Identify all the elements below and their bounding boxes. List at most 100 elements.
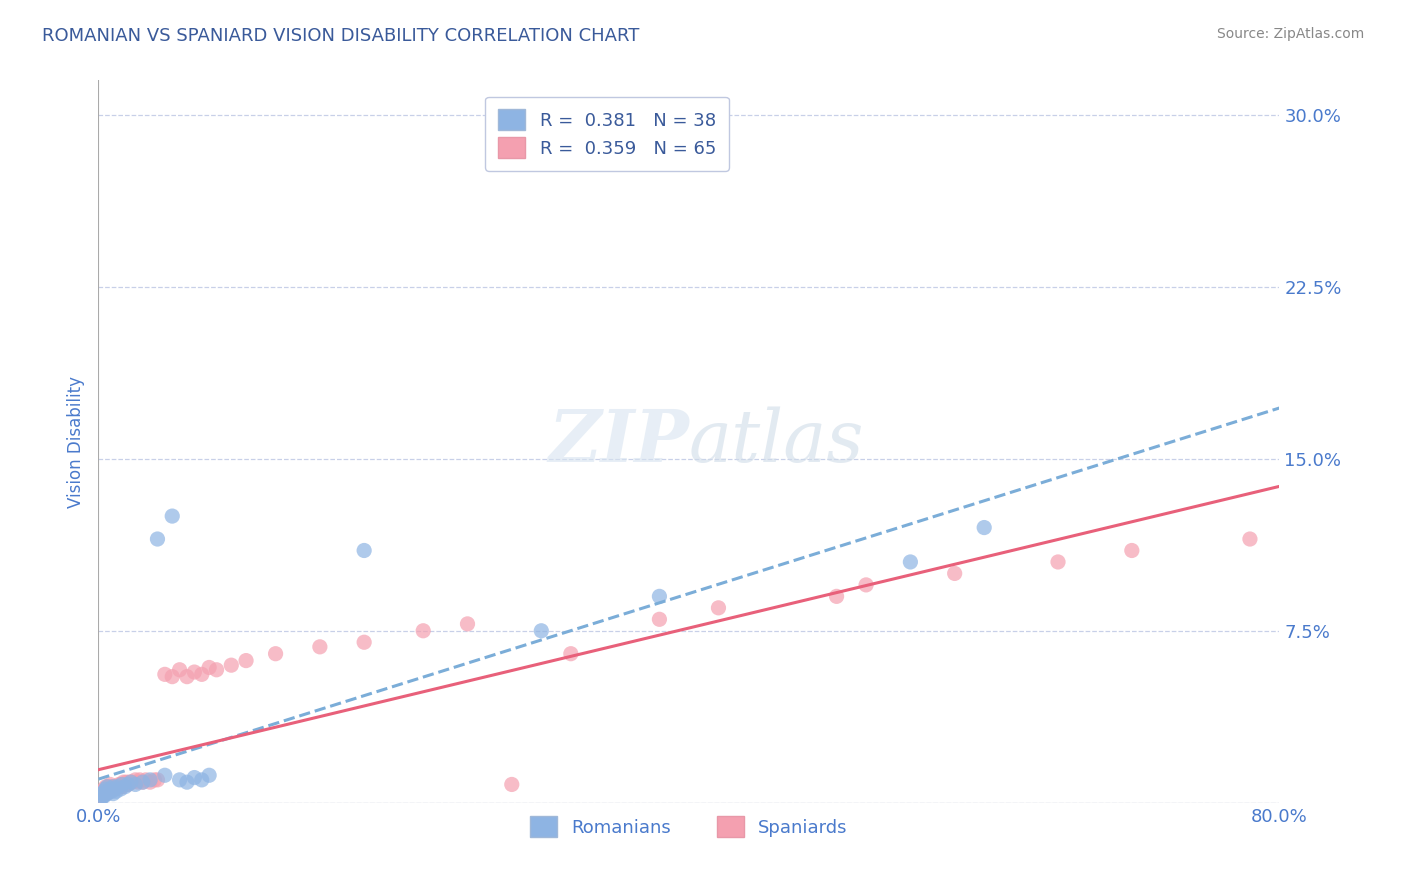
- Point: [94, 787, 117, 801]
- Point: [825, 590, 848, 604]
- Point: [128, 772, 150, 787]
- Point: [153, 667, 176, 681]
- Point: [117, 777, 139, 791]
- Point: [560, 647, 582, 661]
- Point: [221, 658, 243, 673]
- Point: [169, 663, 191, 677]
- Point: [103, 780, 125, 794]
- Point: [124, 772, 146, 787]
- Legend: Romanians, Spaniards: Romanians, Spaniards: [523, 809, 855, 845]
- Point: [117, 777, 139, 791]
- Point: [98, 777, 121, 791]
- Point: [98, 782, 121, 797]
- Point: [96, 787, 118, 801]
- Point: [110, 780, 132, 794]
- Point: [100, 782, 122, 797]
- Point: [114, 780, 136, 794]
- Point: [94, 782, 117, 797]
- Point: [973, 520, 995, 534]
- Point: [103, 782, 125, 797]
- Point: [124, 777, 146, 791]
- Point: [264, 647, 287, 661]
- Point: [107, 780, 129, 794]
- Point: [143, 772, 166, 787]
- Point: [707, 600, 730, 615]
- Point: [648, 590, 671, 604]
- Text: Source: ZipAtlas.com: Source: ZipAtlas.com: [1216, 27, 1364, 41]
- Point: [103, 780, 125, 794]
- Point: [93, 789, 115, 803]
- Point: [1046, 555, 1070, 569]
- Point: [176, 670, 198, 684]
- Y-axis label: Vision Disability: Vision Disability: [66, 376, 84, 508]
- Point: [93, 784, 115, 798]
- Point: [162, 509, 183, 524]
- Point: [205, 663, 228, 677]
- Point: [127, 775, 149, 789]
- Point: [97, 784, 120, 798]
- Point: [353, 543, 375, 558]
- Point: [100, 784, 122, 798]
- Point: [91, 789, 114, 803]
- Point: [120, 775, 142, 789]
- Point: [111, 777, 134, 791]
- Point: [1239, 532, 1261, 546]
- Point: [107, 780, 129, 794]
- Point: [98, 784, 121, 798]
- Point: [105, 784, 128, 798]
- Point: [153, 768, 176, 782]
- Point: [412, 624, 434, 638]
- Point: [100, 780, 122, 794]
- Point: [103, 787, 125, 801]
- Text: atlas: atlas: [689, 406, 865, 477]
- Point: [115, 775, 138, 789]
- Point: [135, 772, 157, 787]
- Point: [91, 787, 114, 801]
- Point: [96, 782, 118, 797]
- Point: [183, 771, 205, 785]
- Point: [501, 777, 523, 791]
- Point: [110, 782, 132, 797]
- Point: [91, 789, 114, 803]
- Point: [943, 566, 966, 581]
- Point: [96, 784, 118, 798]
- Point: [139, 772, 162, 787]
- Point: [530, 624, 553, 638]
- Point: [855, 578, 877, 592]
- Point: [90, 791, 112, 805]
- Point: [198, 660, 221, 674]
- Point: [198, 768, 221, 782]
- Point: [97, 780, 120, 794]
- Point: [93, 782, 115, 797]
- Point: [96, 780, 118, 794]
- Point: [146, 772, 169, 787]
- Point: [353, 635, 375, 649]
- Point: [111, 780, 134, 794]
- Point: [114, 777, 136, 791]
- Point: [94, 787, 117, 801]
- Point: [110, 777, 132, 791]
- Point: [162, 670, 183, 684]
- Text: ZIP: ZIP: [548, 406, 689, 477]
- Point: [132, 775, 155, 789]
- Point: [121, 775, 143, 789]
- Point: [235, 654, 257, 668]
- Point: [94, 780, 117, 794]
- Point: [93, 787, 115, 801]
- Point: [91, 784, 114, 798]
- Point: [309, 640, 332, 654]
- Text: ROMANIAN VS SPANIARD VISION DISABILITY CORRELATION CHART: ROMANIAN VS SPANIARD VISION DISABILITY C…: [42, 27, 640, 45]
- Point: [146, 532, 169, 546]
- Point: [176, 775, 198, 789]
- Point: [191, 667, 214, 681]
- Point: [112, 775, 135, 789]
- Point: [139, 775, 162, 789]
- Point: [90, 787, 112, 801]
- Point: [120, 775, 142, 789]
- Point: [1121, 543, 1143, 558]
- Point: [108, 777, 131, 791]
- Point: [648, 612, 671, 626]
- Point: [457, 616, 479, 631]
- Point: [105, 780, 128, 794]
- Point: [132, 775, 155, 789]
